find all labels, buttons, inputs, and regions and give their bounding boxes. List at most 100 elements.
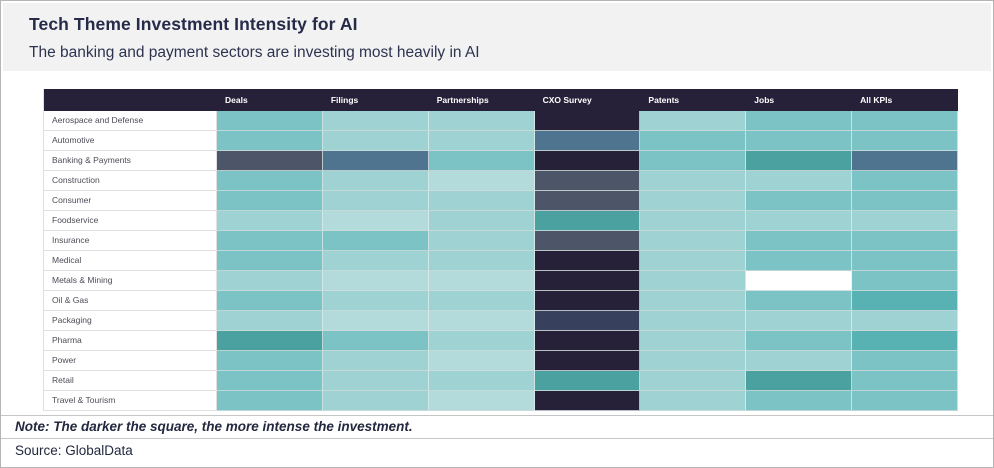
heatmap-cell bbox=[322, 211, 429, 231]
heatmap-cell bbox=[217, 231, 323, 251]
heatmap-cell bbox=[640, 111, 747, 131]
row-label: Power bbox=[44, 351, 217, 371]
heatmap-cell bbox=[746, 331, 853, 351]
heatmap-cell bbox=[534, 151, 641, 171]
column-header-partnerships: Partnerships bbox=[428, 89, 535, 111]
heatmap-cell bbox=[852, 311, 958, 331]
heatmap-cell bbox=[428, 331, 535, 351]
heatmap-cell bbox=[428, 171, 535, 191]
heatmap-cell bbox=[640, 191, 747, 211]
row-label: Pharma bbox=[44, 331, 217, 351]
column-header-deals: Deals bbox=[217, 89, 323, 111]
heatmap-cell bbox=[746, 131, 853, 151]
heatmap-cell bbox=[322, 371, 429, 391]
investment-intensity-heatmap: Deals Filings Partnerships CXO Survey Patent… bbox=[43, 89, 958, 411]
source-row: Source: GlobalData bbox=[1, 438, 993, 467]
column-header-all-kpis: All KPIs bbox=[852, 89, 958, 111]
heatmap-cell bbox=[322, 251, 429, 271]
row-label: Packaging bbox=[44, 311, 217, 331]
heatmap-cell bbox=[217, 171, 323, 191]
heatmap-cell bbox=[746, 171, 853, 191]
heatmap-cell bbox=[428, 311, 535, 331]
heatmap-cell bbox=[534, 331, 641, 351]
heatmap-cell bbox=[746, 151, 853, 171]
heatmap-cell bbox=[852, 231, 958, 251]
heatmap-cell bbox=[746, 231, 853, 251]
heatmap-cell bbox=[428, 351, 535, 371]
heatmap-cell bbox=[852, 191, 958, 211]
heatmap-cell bbox=[746, 291, 853, 311]
heatmap-cell bbox=[534, 231, 641, 251]
heatmap-cell bbox=[534, 191, 641, 211]
row-label: Medical bbox=[44, 251, 217, 271]
row-label: Oil & Gas bbox=[44, 291, 217, 311]
heatmap-cell bbox=[217, 371, 323, 391]
heatmap-cell bbox=[746, 311, 853, 331]
heatmap-cell bbox=[428, 371, 535, 391]
heatmap-cell bbox=[640, 211, 747, 231]
heatmap-cell bbox=[428, 391, 535, 411]
row-label: Retail bbox=[44, 371, 217, 391]
heatmap-cell bbox=[746, 211, 853, 231]
heatmap-cell bbox=[852, 351, 958, 371]
heatmap-cell bbox=[852, 171, 958, 191]
heatmap-cell bbox=[640, 391, 747, 411]
heatmap-cell bbox=[746, 191, 853, 211]
heatmap-cell bbox=[640, 231, 747, 251]
heatmap-cell bbox=[746, 111, 853, 131]
heatmap-cell bbox=[534, 351, 641, 371]
note-text: Note: The darker the square, the more in… bbox=[15, 419, 413, 434]
heatmap-cell bbox=[640, 171, 747, 191]
heatmap-cell bbox=[322, 231, 429, 251]
heatmap-cell bbox=[640, 331, 747, 351]
column-header-patents: Patents bbox=[640, 89, 747, 111]
heatmap-cell bbox=[852, 211, 958, 231]
heatmap-cell bbox=[428, 111, 535, 131]
heatmap-cell bbox=[322, 171, 429, 191]
heatmap-cell bbox=[428, 271, 535, 291]
heatmap-cell bbox=[852, 111, 958, 131]
heatmap-cell bbox=[640, 131, 747, 151]
heatmap-cell bbox=[852, 391, 958, 411]
heatmap-cell bbox=[746, 251, 853, 271]
heatmap-cell bbox=[322, 111, 429, 131]
heatmap-cell bbox=[534, 311, 641, 331]
heatmap-cell bbox=[534, 391, 641, 411]
heatmap-cell bbox=[534, 271, 641, 291]
row-label: Construction bbox=[44, 171, 217, 191]
heatmap-cell bbox=[746, 371, 853, 391]
heatmap-cell bbox=[428, 251, 535, 271]
heatmap-cell bbox=[322, 331, 429, 351]
heatmap-cell bbox=[640, 151, 747, 171]
heatmap-cell bbox=[217, 331, 323, 351]
heatmap-cell bbox=[322, 391, 429, 411]
heatmap-cell bbox=[217, 391, 323, 411]
heatmap-cell bbox=[534, 111, 641, 131]
heatmap-cell bbox=[322, 311, 429, 331]
row-label: Travel & Tourism bbox=[44, 391, 217, 411]
heatmap-cell bbox=[428, 131, 535, 151]
row-label: Metals & Mining bbox=[44, 271, 217, 291]
heatmap-cell bbox=[217, 351, 323, 371]
note-row: Note: The darker the square, the more in… bbox=[1, 415, 993, 438]
heatmap-cell bbox=[746, 271, 853, 291]
heatmap-cell bbox=[217, 151, 323, 171]
heatmap-cell bbox=[217, 111, 323, 131]
heatmap-cell bbox=[322, 191, 429, 211]
heatmap-cell bbox=[217, 211, 323, 231]
heatmap-cell bbox=[534, 291, 641, 311]
row-label: Banking & Payments bbox=[44, 151, 217, 171]
row-label: Insurance bbox=[44, 231, 217, 251]
heatmap-cell bbox=[640, 351, 747, 371]
heatmap-cell bbox=[428, 191, 535, 211]
heatmap-cell bbox=[428, 151, 535, 171]
row-label: Aerospace and Defense bbox=[44, 111, 217, 131]
heatmap-cell bbox=[640, 291, 747, 311]
heatmap-cell bbox=[852, 371, 958, 391]
heatmap-cell bbox=[534, 371, 641, 391]
heatmap-cell bbox=[852, 331, 958, 351]
heatmap-cell bbox=[428, 231, 535, 251]
heatmap-cell bbox=[640, 371, 747, 391]
heatmap-cell bbox=[852, 291, 958, 311]
heatmap-cell bbox=[428, 291, 535, 311]
